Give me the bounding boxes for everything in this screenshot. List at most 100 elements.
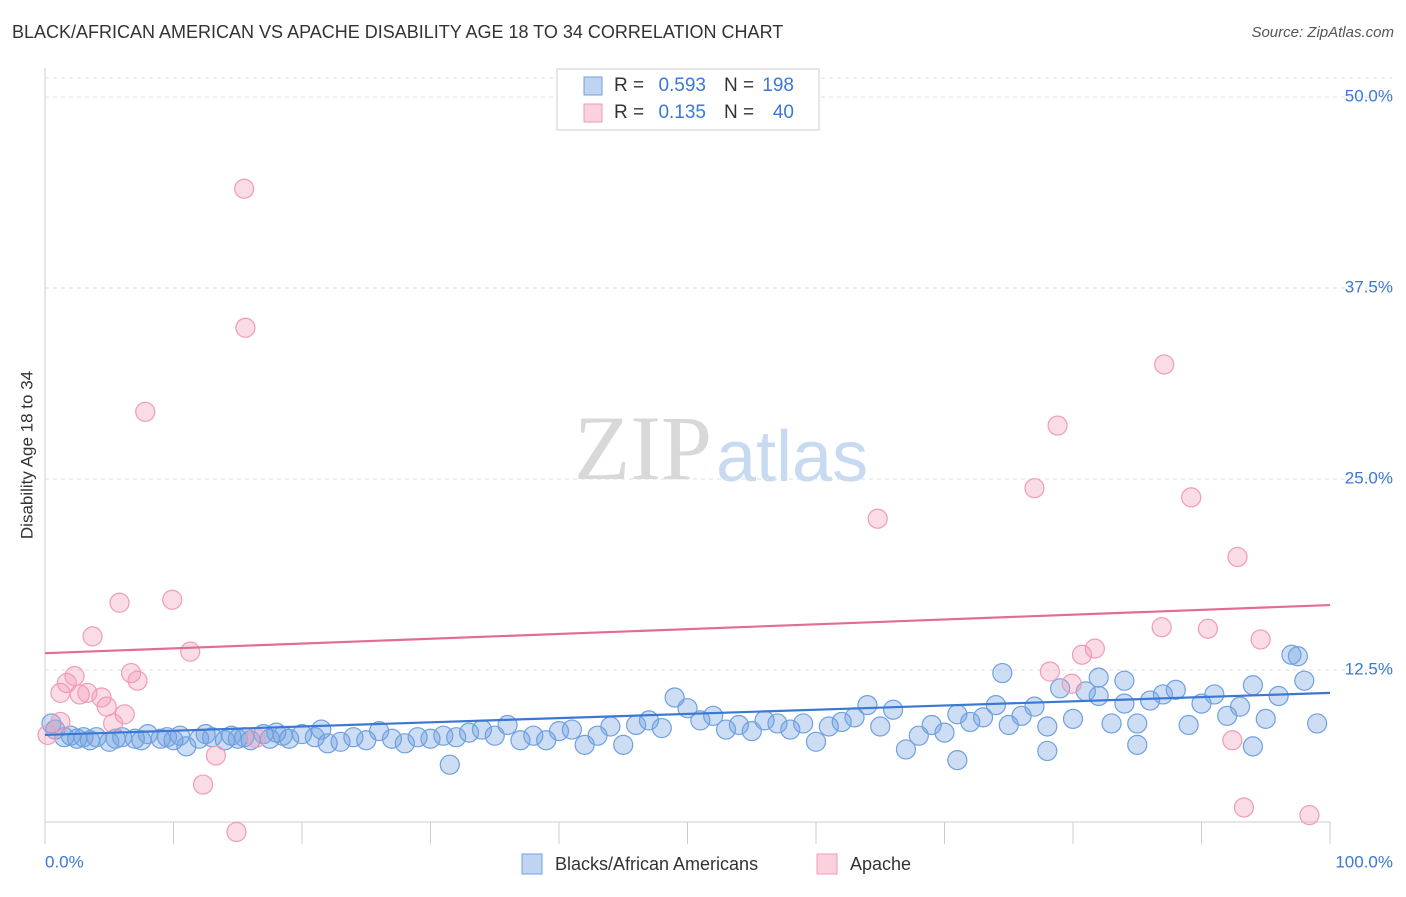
- point: [1088, 667, 1109, 688]
- point: [780, 719, 801, 740]
- point: [1181, 487, 1202, 508]
- point: [127, 670, 148, 691]
- point: [1127, 713, 1148, 734]
- point: [205, 745, 227, 766]
- point: [1299, 805, 1320, 826]
- point: [50, 711, 71, 733]
- point: [330, 731, 351, 752]
- point: [394, 733, 415, 754]
- point: [895, 739, 917, 760]
- point: [793, 713, 814, 734]
- point: [114, 704, 135, 725]
- legend-label: Blacks/African Americans: [555, 854, 758, 874]
- point: [1084, 638, 1105, 659]
- point: [1197, 618, 1219, 639]
- watermark: ZIP: [574, 397, 712, 499]
- point: [960, 711, 981, 733]
- point: [291, 724, 313, 745]
- point: [1154, 354, 1175, 375]
- point: [1088, 685, 1109, 707]
- point: [831, 711, 852, 733]
- point: [1307, 713, 1328, 734]
- point: [613, 734, 634, 755]
- point: [192, 774, 214, 795]
- point: [715, 719, 737, 740]
- point: [235, 317, 256, 338]
- trend-line: [44, 603, 1331, 655]
- point: [921, 714, 942, 736]
- point: [882, 699, 904, 720]
- point: [135, 401, 156, 422]
- point: [1287, 646, 1308, 667]
- point: [420, 728, 441, 749]
- point: [1037, 716, 1058, 737]
- legend-n-label: N =: [724, 102, 754, 123]
- point: [703, 705, 724, 726]
- point: [767, 713, 788, 734]
- point: [1050, 678, 1071, 699]
- point: [1139, 690, 1161, 711]
- point: [150, 728, 171, 749]
- point: [1024, 478, 1045, 499]
- point: [91, 687, 112, 708]
- point: [805, 731, 827, 752]
- point: [234, 178, 255, 199]
- point: [818, 716, 839, 737]
- point: [369, 721, 390, 742]
- point: [1071, 644, 1093, 665]
- point: [1222, 730, 1243, 751]
- point: [934, 722, 955, 743]
- point: [1061, 673, 1082, 694]
- point: [947, 750, 968, 771]
- legend-swatch: [816, 853, 838, 875]
- legend-r-label: R =: [614, 102, 644, 123]
- point: [1242, 736, 1264, 757]
- point: [96, 696, 117, 717]
- point: [317, 733, 338, 754]
- point: [458, 722, 480, 743]
- point: [1151, 617, 1172, 638]
- point: [600, 716, 621, 737]
- legend-n-value: 198: [762, 75, 794, 96]
- legend-swatch: [583, 103, 603, 123]
- point: [176, 736, 197, 757]
- point: [109, 592, 130, 613]
- legend-n-value: 40: [773, 102, 794, 123]
- point: [510, 730, 531, 751]
- point: [857, 695, 878, 716]
- legend-swatch: [521, 853, 543, 875]
- point: [867, 508, 888, 529]
- point: [1127, 734, 1148, 755]
- point: [1039, 661, 1060, 682]
- point: [1233, 797, 1255, 818]
- point: [1242, 675, 1264, 696]
- point: [1047, 415, 1068, 436]
- point: [343, 727, 364, 748]
- legend-r-value: 0.135: [658, 102, 706, 123]
- legend-label: Apache: [850, 854, 911, 874]
- y-tick-label: 12.5%: [1345, 659, 1393, 678]
- point: [64, 666, 85, 687]
- legend-box: [556, 68, 820, 131]
- point: [439, 754, 460, 775]
- point: [137, 724, 158, 745]
- point: [992, 662, 1013, 684]
- y-tick-label: 25.0%: [1345, 469, 1393, 488]
- point: [381, 728, 403, 749]
- point: [162, 589, 183, 610]
- point: [407, 727, 428, 748]
- point: [1229, 696, 1251, 717]
- point: [56, 672, 77, 694]
- point: [1114, 693, 1135, 714]
- point: [1165, 679, 1186, 700]
- plot-area: [37, 68, 1392, 844]
- point: [1268, 685, 1289, 707]
- y-tick-label: 37.5%: [1345, 278, 1393, 297]
- legend-swatch: [583, 76, 603, 96]
- point: [245, 727, 266, 749]
- point: [497, 714, 518, 736]
- x-tick-label: 100.0%: [1335, 852, 1393, 871]
- legend-r-label: R =: [614, 75, 644, 96]
- point: [870, 716, 891, 737]
